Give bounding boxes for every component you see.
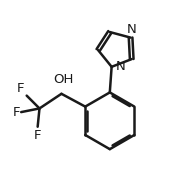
Text: OH: OH: [53, 74, 73, 87]
Text: N: N: [127, 23, 136, 36]
Text: N: N: [116, 60, 126, 73]
Text: F: F: [34, 129, 41, 142]
Text: F: F: [13, 106, 20, 119]
Text: F: F: [16, 82, 24, 95]
